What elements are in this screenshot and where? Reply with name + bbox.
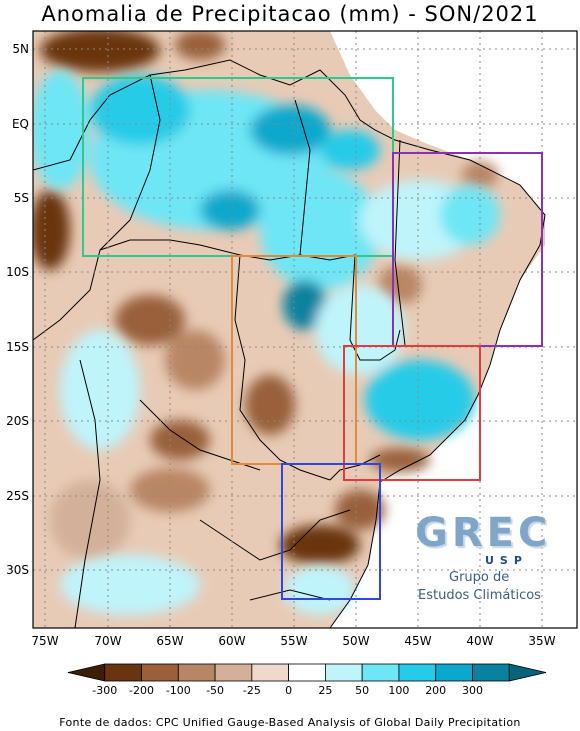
data-source: Fonte de dados: CPC Unified Gauge-Based … (59, 716, 521, 729)
lat-label-5s: 5S (14, 191, 29, 205)
colorbar-swatch-1 (104, 663, 142, 682)
colorbar-label: -200 (129, 684, 154, 697)
colorbar-label: -50 (206, 684, 224, 697)
colorbar-label: 25 (318, 684, 332, 697)
logo-line-2: Estudos Climáticos (418, 588, 541, 603)
colorbar-swatch-12 (508, 663, 547, 682)
lat-label-5n: 5N (12, 42, 29, 56)
colorbar-swatch-8 (361, 663, 400, 682)
colorbar-label: -300 (92, 684, 117, 697)
colorbar-swatch-9 (398, 663, 437, 682)
colorbar-label: -100 (166, 684, 191, 697)
grec-logo: GREC USP Grupo de Estudos Climáticos (415, 510, 565, 610)
colorbar-swatch-11 (472, 663, 510, 682)
colorbar-label: -25 (243, 684, 261, 697)
lat-label-20s: 20S (6, 414, 29, 428)
lon-label-70w: 70W (94, 634, 121, 648)
colorbar-swatch-7 (324, 663, 363, 682)
lat-label-25s: 25S (6, 489, 29, 503)
lon-label-60w: 60W (218, 634, 245, 648)
colorbar-swatch-5 (251, 663, 290, 682)
plot-frame (32, 30, 578, 629)
lon-label-45w: 45W (404, 634, 431, 648)
political-borders (33, 59, 546, 628)
logo-usp: USP (485, 554, 528, 567)
lat-label-eq: EQ (12, 117, 29, 131)
lat-label-15s: 15S (6, 340, 29, 354)
colorbar: -300 -200 -100 -50 -25 0 25 50 100 200 300 (67, 663, 547, 697)
lat-label-30s: 30S (6, 563, 29, 577)
colorbar-swatch-4 (214, 663, 253, 682)
map-title: Anomalia de Precipitacao (mm) - SON/2021 (41, 2, 539, 26)
lat-axis: 5N EQ 5S 10S 15S 20S 25S 30S (6, 42, 29, 577)
region-box-sul (281, 463, 381, 600)
colorbar-label: 0 (285, 684, 292, 697)
colorbar-label: 300 (462, 684, 483, 697)
colorbar-swatch-2 (141, 663, 179, 682)
colorbar-label: 100 (388, 684, 409, 697)
colorbar-label: 50 (355, 684, 369, 697)
logo-wordmark: GREC (415, 510, 552, 556)
lon-label-50w: 50W (342, 634, 369, 648)
colorbar-swatch-3 (177, 663, 216, 682)
graticule (33, 31, 577, 628)
lon-label-55w: 55W (280, 634, 307, 648)
logo-line-1: Grupo de (449, 570, 510, 585)
lat-label-10s: 10S (6, 265, 29, 279)
lon-label-75w: 75W (31, 634, 58, 648)
lon-label-40w: 40W (466, 634, 493, 648)
colorbar-swatch-10 (435, 663, 473, 682)
colorbar-swatch-6 (288, 663, 326, 682)
lon-label-35w: 35W (528, 634, 555, 648)
lon-label-65w: 65W (156, 634, 183, 648)
colorbar-label: 200 (425, 684, 446, 697)
colorbar-swatch-0 (67, 663, 106, 682)
region-box-sudeste (343, 345, 481, 481)
lon-axis: 75W 70W 65W 60W 55W 50W 45W 40W 35W (31, 634, 555, 648)
